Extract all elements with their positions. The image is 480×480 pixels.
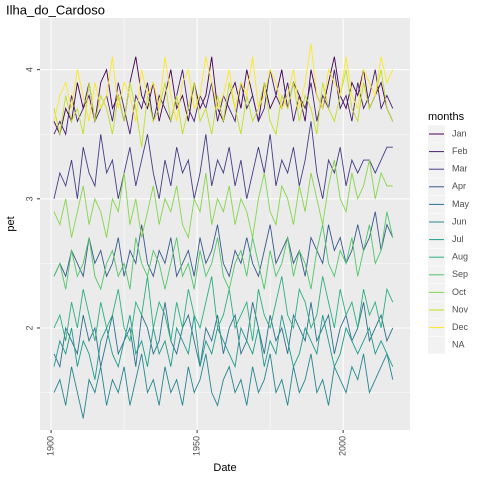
y-tick-label: 3 — [24, 196, 34, 201]
x-tick-label: 2000 — [338, 436, 348, 456]
legend-label: Jun — [452, 216, 467, 226]
legend-label: Oct — [452, 287, 467, 297]
legend-label: NA — [452, 340, 465, 350]
legend-label: Jan — [452, 128, 467, 138]
y-tick-label: 4 — [24, 67, 34, 72]
legend-label: May — [452, 199, 470, 209]
y-axis-label: pet — [5, 216, 17, 231]
series-line — [53, 159, 393, 240]
y-tick-label: 2 — [24, 325, 34, 330]
chart-title: Ilha_do_Cardoso — [6, 2, 105, 17]
legend-title: months — [428, 111, 465, 123]
series-line — [53, 69, 394, 148]
legend-label: Jul — [452, 234, 464, 244]
legend-label: Mar — [452, 164, 468, 174]
legend-label: Aug — [452, 252, 468, 262]
x-tick-label: 1900 — [45, 436, 55, 456]
legend-label: Apr — [452, 181, 466, 191]
series-line — [53, 276, 394, 343]
series-line — [53, 43, 394, 122]
series-line — [53, 121, 393, 199]
legend-label: Nov — [452, 304, 469, 314]
series-line — [53, 211, 394, 291]
legend-label: Dec — [452, 322, 469, 332]
x-axis-label: Date — [213, 462, 236, 474]
series-line — [53, 211, 394, 278]
panel — [40, 18, 410, 430]
series-line — [53, 352, 394, 419]
series-line — [53, 302, 394, 369]
x-tick-label: 1950 — [191, 436, 201, 456]
legend-label: Feb — [452, 146, 468, 156]
legend-key — [428, 336, 445, 354]
legend-label: Sep — [452, 269, 468, 279]
series-line — [53, 314, 394, 380]
